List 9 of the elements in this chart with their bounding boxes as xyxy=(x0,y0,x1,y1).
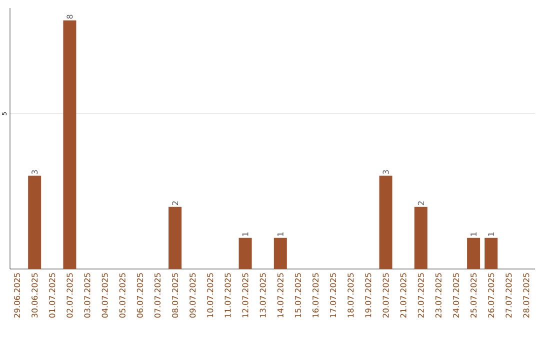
bar xyxy=(274,238,287,269)
bar xyxy=(379,176,392,269)
bar xyxy=(168,206,182,269)
bar xyxy=(484,238,498,269)
bar xyxy=(414,206,428,269)
bar xyxy=(238,238,252,269)
bar xyxy=(28,176,42,269)
bar xyxy=(467,238,480,269)
bar xyxy=(63,20,76,269)
